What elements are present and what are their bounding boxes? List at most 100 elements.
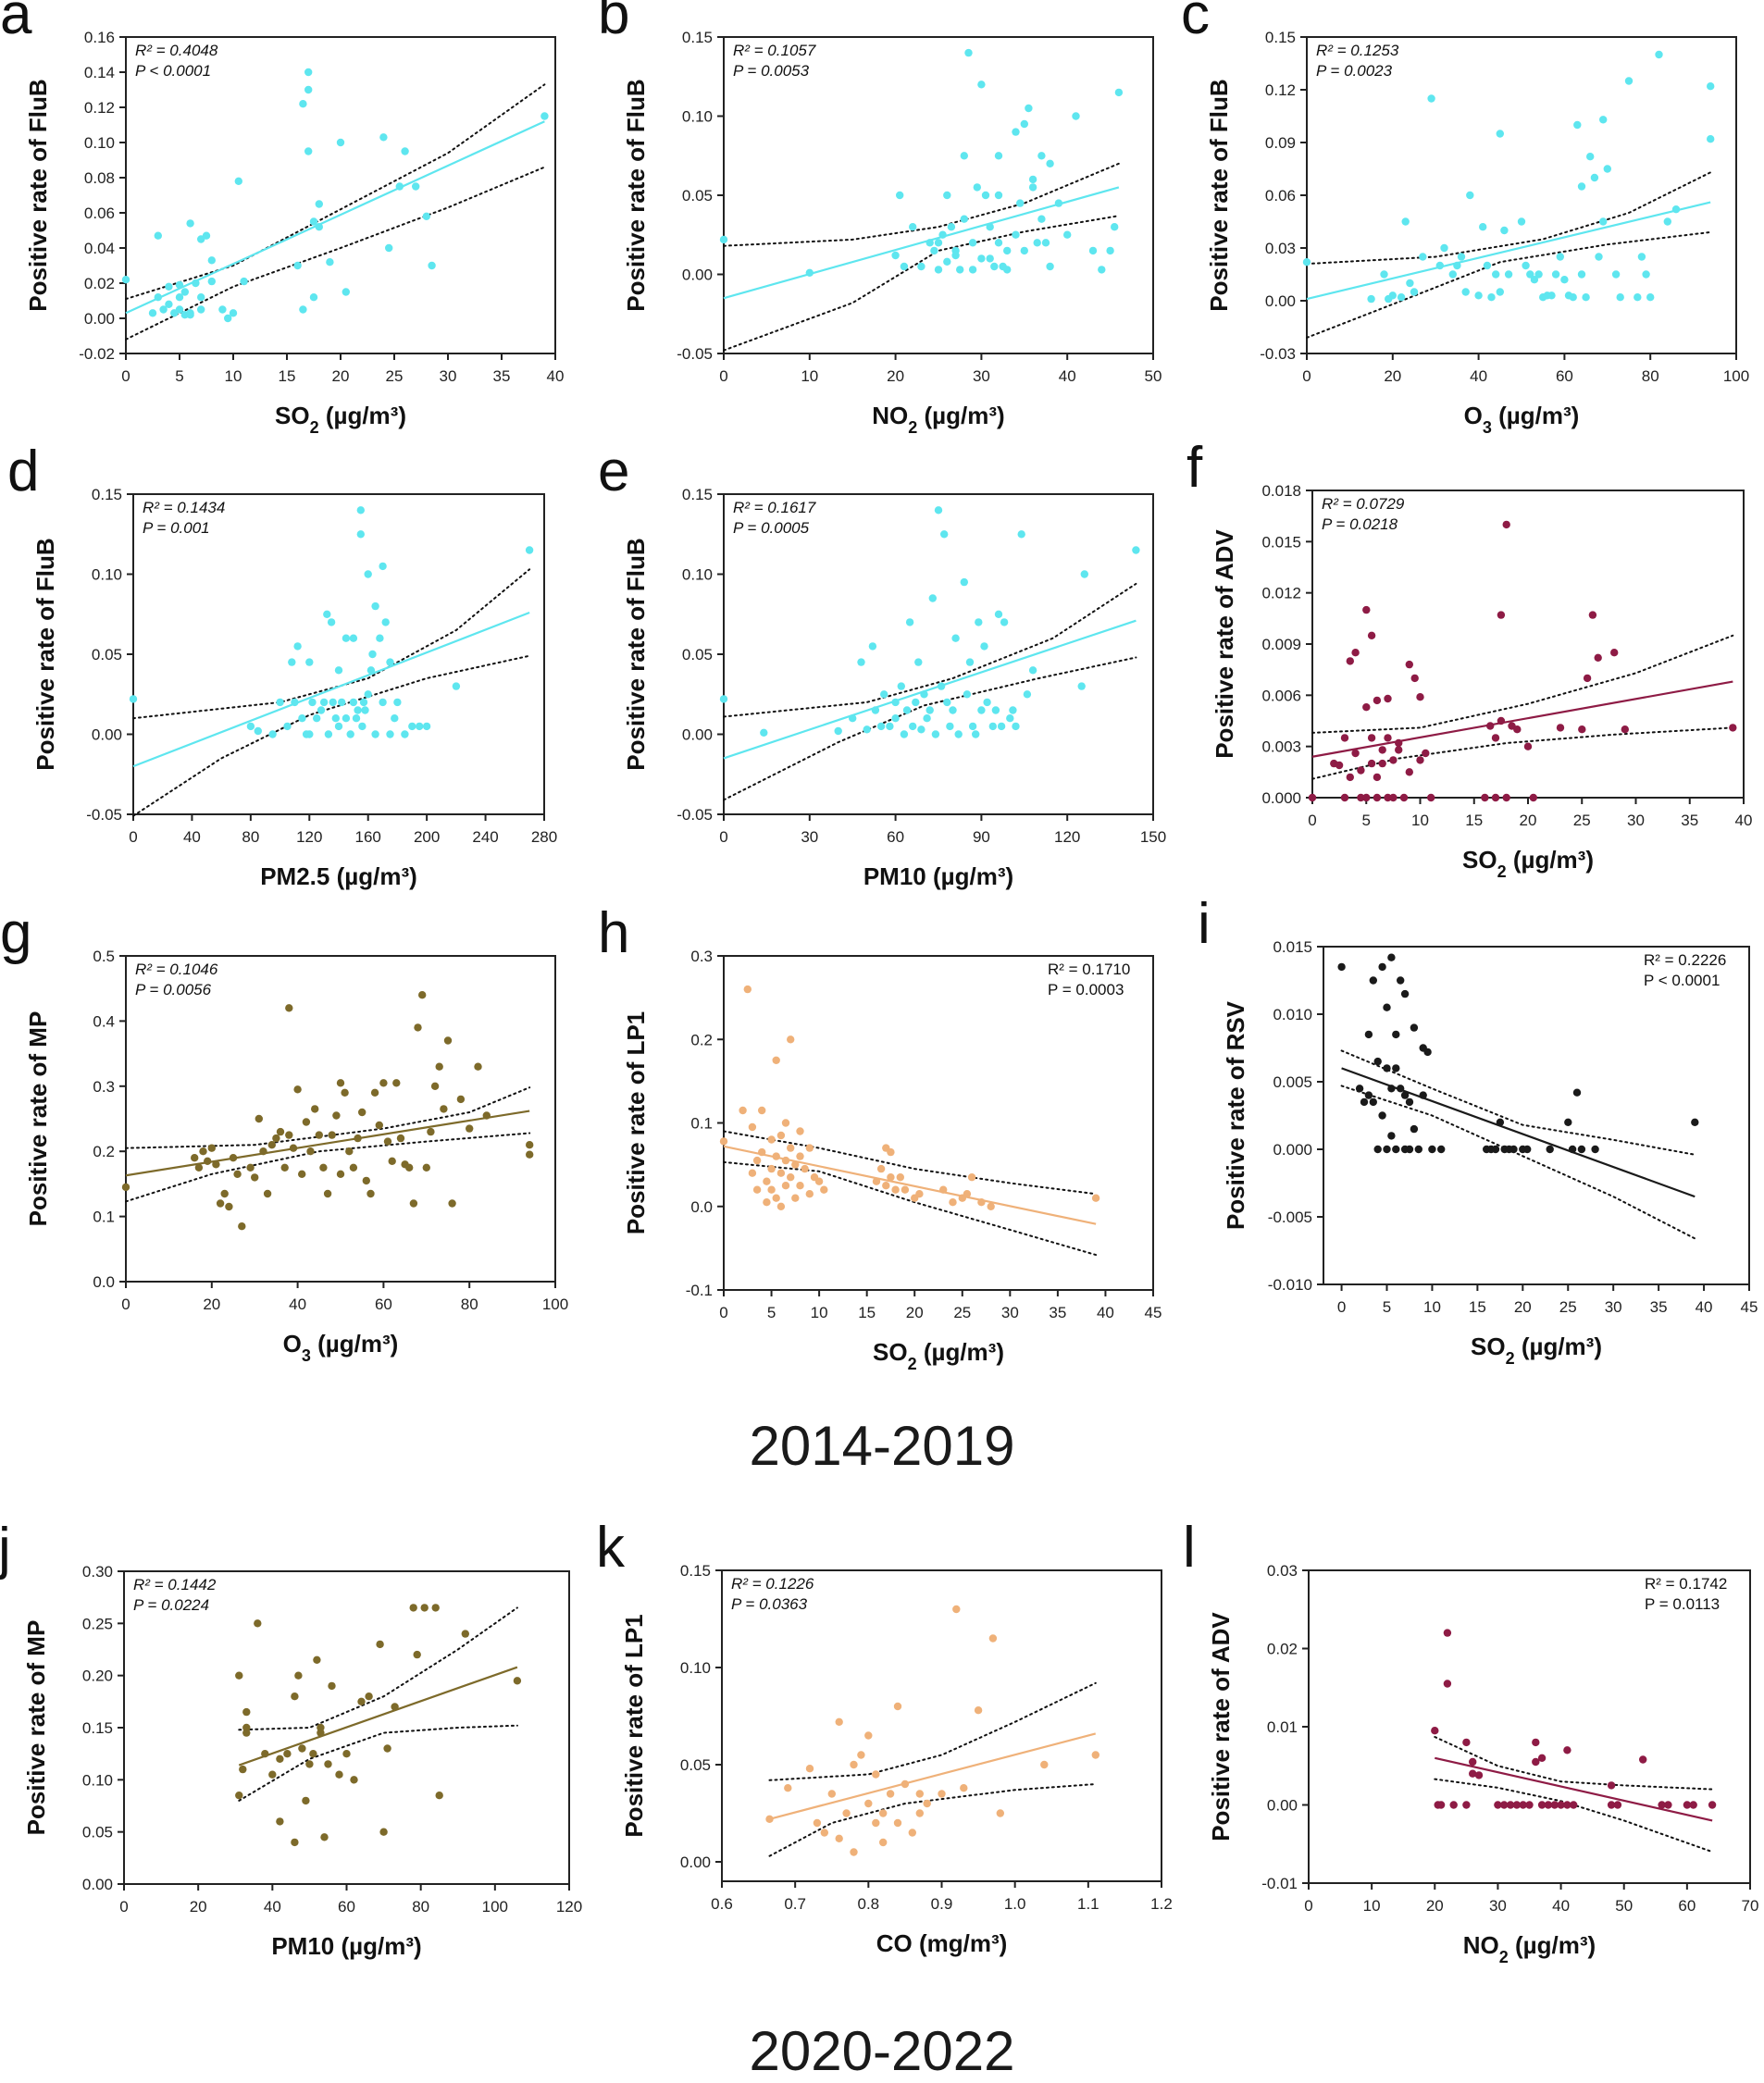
data-point	[376, 634, 384, 642]
x-tick-label: 15	[858, 1304, 876, 1321]
data-point	[915, 1809, 924, 1817]
data-point	[1373, 773, 1382, 782]
y-tick-label: 0.3	[93, 1078, 115, 1096]
data-point	[1497, 716, 1506, 725]
data-point	[963, 1190, 972, 1198]
data-point	[383, 1744, 391, 1753]
data-point	[362, 1176, 370, 1185]
y-tick-label: 0.003	[1261, 738, 1301, 756]
data-point	[1397, 976, 1405, 985]
data-point	[1599, 217, 1608, 226]
regression-line	[1435, 1756, 1713, 1822]
data-point	[259, 1147, 267, 1156]
y-tick-label: -0.01	[1261, 1875, 1298, 1892]
data-point	[1106, 246, 1114, 255]
data-point	[1568, 1145, 1577, 1154]
data-point	[1378, 1111, 1386, 1120]
data-point	[1340, 734, 1349, 742]
data-point	[787, 1144, 795, 1152]
data-point	[1517, 217, 1526, 226]
data-point	[336, 1170, 345, 1179]
ci-lower-line	[238, 1724, 518, 1802]
data-point	[180, 288, 189, 296]
y-tick-label: 0.08	[84, 169, 115, 187]
data-point	[743, 985, 752, 994]
y-tick-label: 0.15	[682, 29, 713, 46]
data-point	[891, 251, 900, 260]
data-point	[186, 219, 194, 228]
data-point	[366, 666, 376, 675]
data-point	[440, 1105, 448, 1113]
y-tick-label: 0.10	[82, 1771, 113, 1789]
data-point	[328, 1131, 336, 1139]
data-point	[1340, 793, 1349, 802]
x-tick-label: 0	[129, 828, 137, 846]
y-tick-label: 0.30	[82, 1563, 113, 1581]
data-point	[952, 1605, 961, 1614]
data-point	[1443, 1680, 1452, 1688]
data-point	[165, 300, 173, 308]
p-value-stat: P = 0.0363	[731, 1595, 808, 1613]
data-point	[346, 730, 354, 738]
data-point	[1422, 749, 1430, 758]
data-point	[239, 1765, 247, 1774]
data-point	[997, 722, 1006, 731]
data-point	[934, 506, 943, 515]
y-tick-label: 0.1	[93, 1209, 115, 1226]
x-axis-label: NO2 (µg/m³)	[872, 402, 1004, 437]
data-point	[336, 138, 345, 147]
data-point	[1335, 761, 1344, 770]
data-point	[1481, 793, 1489, 802]
data-point	[202, 231, 211, 240]
data-point	[1405, 660, 1414, 669]
data-point	[225, 1202, 233, 1211]
data-point	[891, 698, 900, 707]
x-tick-label: 80	[1642, 367, 1659, 385]
plot-frame	[1323, 946, 1750, 1285]
data-point	[1502, 520, 1510, 529]
chart-panel-a: a 0 5 10 15 20 25 30 35 40 -0.02 0.00 0.02 0.04 0.06 0.…	[0, 0, 564, 437]
x-tick-label: 5	[767, 1304, 776, 1321]
x-tick-label: 50	[1615, 1897, 1633, 1915]
data-point	[1428, 1145, 1436, 1154]
data-point	[320, 1833, 329, 1841]
data-point	[401, 730, 409, 738]
data-point	[960, 1784, 968, 1792]
data-point	[412, 182, 420, 191]
data-point	[805, 268, 814, 277]
data-point	[1414, 1145, 1423, 1154]
data-point	[313, 1655, 321, 1665]
data-point	[991, 706, 1000, 714]
x-tick-label: 20	[906, 1304, 924, 1321]
x-tick-label: 20	[332, 367, 350, 385]
data-point	[765, 1815, 774, 1824]
data-point	[1671, 205, 1681, 214]
data-point	[371, 601, 379, 611]
data-point	[420, 1604, 429, 1612]
regression-line	[125, 120, 545, 315]
data-point	[781, 1156, 790, 1165]
data-point	[233, 1170, 242, 1179]
regression-line	[1306, 201, 1711, 301]
y-tick-label: 0.5	[93, 948, 115, 965]
data-point	[349, 698, 358, 707]
data-point	[1603, 165, 1612, 173]
data-point	[1351, 649, 1360, 657]
data-point	[1691, 1118, 1699, 1127]
x-axis-label: SO2 (µg/m³)	[1462, 846, 1594, 881]
data-point	[350, 1776, 358, 1784]
data-point	[968, 266, 977, 274]
data-point	[251, 1173, 259, 1182]
data-point	[938, 1790, 946, 1798]
data-point	[939, 1185, 948, 1194]
data-point	[1416, 693, 1424, 701]
data-point	[1111, 223, 1119, 231]
data-point	[967, 1173, 976, 1182]
x-tick-label: 60	[1678, 1897, 1696, 1915]
data-point	[448, 1199, 456, 1208]
y-tick-label: 0.1	[690, 1115, 713, 1133]
data-point	[912, 698, 920, 707]
data-point	[1525, 1801, 1534, 1809]
data-point	[814, 1177, 824, 1185]
data-point	[994, 191, 1003, 200]
